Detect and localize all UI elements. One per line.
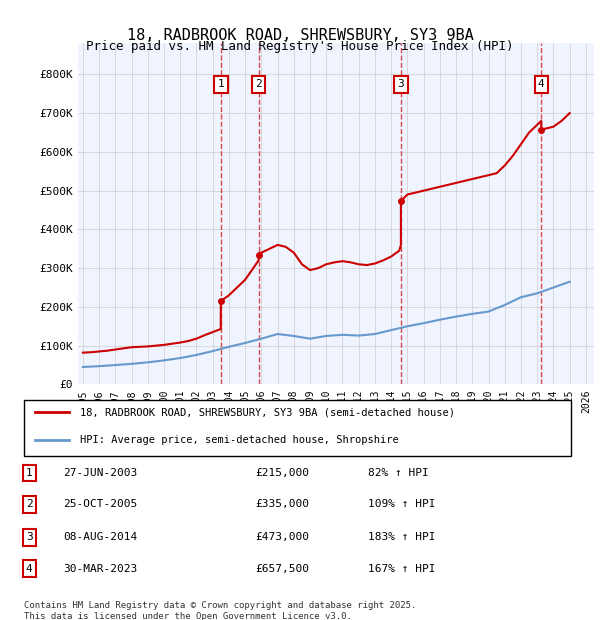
Text: 18, RADBROOK ROAD, SHREWSBURY, SY3 9BA: 18, RADBROOK ROAD, SHREWSBURY, SY3 9BA (127, 28, 473, 43)
Text: 3: 3 (398, 79, 404, 89)
Text: 25-OCT-2005: 25-OCT-2005 (63, 500, 137, 510)
Text: 27-JUN-2003: 27-JUN-2003 (63, 468, 137, 478)
Text: Price paid vs. HM Land Registry's House Price Index (HPI): Price paid vs. HM Land Registry's House … (86, 40, 514, 53)
Text: Contains HM Land Registry data © Crown copyright and database right 2025.
This d: Contains HM Land Registry data © Crown c… (24, 601, 416, 620)
Text: £335,000: £335,000 (255, 500, 309, 510)
Text: 2: 2 (255, 79, 262, 89)
Text: 2: 2 (26, 500, 32, 510)
Text: 82% ↑ HPI: 82% ↑ HPI (368, 468, 428, 478)
Text: 109% ↑ HPI: 109% ↑ HPI (368, 500, 435, 510)
Text: £215,000: £215,000 (255, 468, 309, 478)
Text: 30-MAR-2023: 30-MAR-2023 (63, 564, 137, 574)
Text: £657,500: £657,500 (255, 564, 309, 574)
Text: 3: 3 (26, 532, 32, 542)
Text: £473,000: £473,000 (255, 532, 309, 542)
Text: 18, RADBROOK ROAD, SHREWSBURY, SY3 9BA (semi-detached house): 18, RADBROOK ROAD, SHREWSBURY, SY3 9BA (… (80, 407, 455, 417)
Text: 1: 1 (217, 79, 224, 89)
Text: 183% ↑ HPI: 183% ↑ HPI (368, 532, 435, 542)
Text: 08-AUG-2014: 08-AUG-2014 (63, 532, 137, 542)
Text: 4: 4 (538, 79, 545, 89)
FancyBboxPatch shape (23, 400, 571, 456)
Text: 4: 4 (26, 564, 32, 574)
Text: 167% ↑ HPI: 167% ↑ HPI (368, 564, 435, 574)
Text: 1: 1 (26, 468, 32, 478)
Text: HPI: Average price, semi-detached house, Shropshire: HPI: Average price, semi-detached house,… (80, 435, 399, 445)
